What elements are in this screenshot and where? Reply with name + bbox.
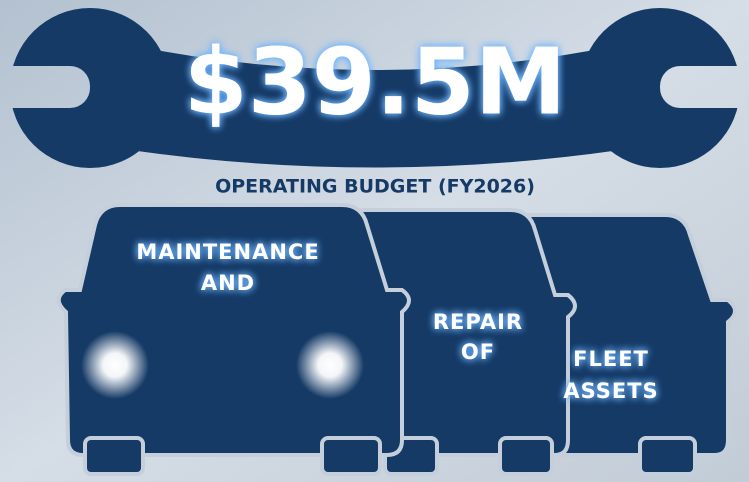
car-label: REPAIR (433, 310, 523, 334)
car-label: AND (201, 271, 255, 295)
infographic: $39.5M OPERATING BUDGET (FY2026) MAINTEN… (0, 0, 749, 482)
headline-subtitle: OPERATING BUDGET (FY2026) (215, 176, 535, 198)
car-label: OF (461, 340, 495, 364)
car-label: MAINTENANCE (136, 240, 319, 264)
headlight (81, 331, 149, 399)
headlight (296, 331, 364, 399)
headline-amount: $39.5M (184, 28, 567, 135)
car-label: FLEET (573, 347, 649, 371)
car-label: ASSETS (563, 379, 658, 403)
